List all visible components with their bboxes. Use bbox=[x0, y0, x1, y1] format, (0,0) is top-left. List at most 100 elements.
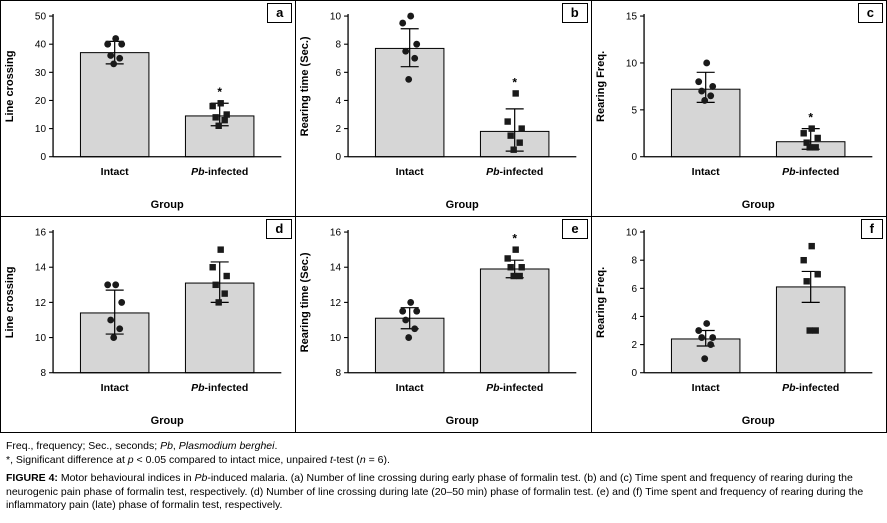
y-axis-title: Line crossing bbox=[4, 51, 16, 123]
y-tick-label: 40 bbox=[35, 40, 47, 51]
data-point-circle bbox=[702, 59, 710, 67]
chart-e: Intact * Pb-infected 8 10 12 14 16 Group Rearing … bbox=[296, 217, 590, 432]
data-point-square bbox=[808, 125, 815, 132]
y-tick-label: 16 bbox=[35, 228, 47, 239]
data-point-circle bbox=[706, 341, 714, 349]
chart-c: Intact * Pb-infected 0 5 10 15 Group Rearing Fre… bbox=[592, 1, 886, 216]
panel-a: Intact * Pb-infected 0 10 20 30 40 50 Group Line c… bbox=[1, 1, 297, 217]
chart-svg-e: Intact * Pb-infected 8 10 12 14 16 Group Rearing … bbox=[299, 228, 577, 427]
data-point-square bbox=[209, 102, 216, 110]
data-point-square bbox=[812, 327, 819, 334]
x-axis-title: Group bbox=[741, 199, 774, 211]
chart-a: Intact * Pb-infected 0 10 20 30 40 50 Group Line c… bbox=[1, 1, 295, 216]
x-category-label: Pb-infected bbox=[486, 382, 543, 394]
data-point-square bbox=[212, 114, 219, 121]
data-point-circle bbox=[411, 325, 419, 333]
data-point-circle bbox=[110, 60, 118, 68]
data-point-square bbox=[215, 299, 222, 306]
y-tick-label: 8 bbox=[336, 40, 342, 51]
data-point-circle bbox=[112, 35, 120, 42]
chart-f: Intact Pb-infected 0 2 4 6 8 10 Group Rearing Fre… bbox=[592, 217, 886, 432]
data-point-circle bbox=[700, 97, 708, 104]
x-axis-title: Group bbox=[151, 199, 184, 211]
y-tick-label: 50 bbox=[35, 12, 47, 23]
y-tick-label: 6 bbox=[336, 68, 342, 79]
y-tick-label: 4 bbox=[336, 96, 342, 107]
data-point-circle bbox=[399, 307, 407, 315]
y-tick-label: 4 bbox=[631, 312, 637, 323]
panel-d: Intact Pb-infected 8 10 12 14 16 Group Line cros… bbox=[1, 217, 297, 433]
data-point-square bbox=[518, 264, 526, 271]
data-point-circle bbox=[405, 75, 413, 83]
data-point-square bbox=[806, 144, 813, 151]
y-axis-title: Rearing time (Sec.) bbox=[299, 36, 311, 136]
panel-label-a: a bbox=[267, 3, 293, 23]
data-point-square bbox=[510, 146, 518, 153]
chart-svg-a: Intact * Pb-infected 0 10 20 30 40 50 Group Line c… bbox=[4, 12, 282, 211]
significance-asterisk: * bbox=[217, 85, 222, 99]
panel-label-d: d bbox=[266, 219, 293, 239]
data-point-square bbox=[221, 290, 228, 297]
x-axis-title: Group bbox=[151, 415, 184, 427]
footnote-significance: *, Significant difference at p < 0.05 co… bbox=[6, 453, 390, 466]
data-point-square bbox=[800, 256, 807, 264]
data-point-square bbox=[212, 281, 219, 289]
figure-caption: FIGURE 4: Motor behavioural indices in P… bbox=[6, 472, 879, 514]
data-point-circle bbox=[413, 40, 421, 48]
panel-label-f: f bbox=[860, 219, 883, 239]
bar-Pb-infected bbox=[480, 268, 550, 374]
chart-d: Intact Pb-infected 8 10 12 14 16 Group Line cros… bbox=[1, 217, 295, 432]
y-tick-label: 8 bbox=[631, 256, 637, 267]
bar-Intact bbox=[79, 52, 150, 158]
data-point-square bbox=[507, 132, 515, 139]
footnote-abbreviations: Freq., frequency; Sec., seconds; Pb, Pla… bbox=[6, 440, 278, 452]
data-point-square bbox=[800, 130, 807, 137]
data-point-square bbox=[512, 246, 520, 253]
data-point-circle bbox=[104, 281, 112, 289]
significance-asterisk: * bbox=[513, 232, 518, 246]
data-point-circle bbox=[697, 334, 705, 341]
y-tick-label: 5 bbox=[631, 105, 637, 116]
data-point-circle bbox=[700, 355, 708, 363]
y-tick-label: 16 bbox=[330, 228, 342, 239]
x-category-label: Pb-infected bbox=[486, 166, 543, 178]
y-tick-label: 12 bbox=[330, 298, 342, 309]
x-category-label: Intact bbox=[396, 382, 424, 394]
y-tick-label: 10 bbox=[330, 12, 342, 23]
data-point-circle bbox=[407, 12, 415, 20]
chart-svg-d: Intact Pb-infected 8 10 12 14 16 Group Line cros… bbox=[4, 228, 282, 427]
data-point-square bbox=[814, 134, 821, 142]
y-tick-label: 0 bbox=[631, 152, 637, 163]
data-point-square bbox=[814, 271, 821, 278]
figure-caption-label: FIGURE 4: bbox=[6, 471, 58, 484]
data-point-square bbox=[209, 264, 216, 271]
data-point-circle bbox=[110, 334, 118, 341]
y-tick-label: 8 bbox=[336, 368, 342, 379]
x-category-label: Intact bbox=[691, 166, 719, 178]
data-point-circle bbox=[399, 19, 407, 27]
x-axis-title: Group bbox=[741, 415, 774, 427]
y-tick-label: 20 bbox=[35, 96, 47, 107]
panel-f: Intact Pb-infected 0 2 4 6 8 10 Group Rearing Fre… bbox=[591, 217, 887, 433]
data-point-circle bbox=[702, 320, 710, 327]
y-tick-label: 10 bbox=[330, 333, 342, 344]
x-category-label: Intact bbox=[101, 382, 129, 394]
data-point-square bbox=[215, 122, 222, 129]
data-point-circle bbox=[402, 316, 410, 324]
data-point-circle bbox=[694, 78, 702, 86]
x-category-label: Intact bbox=[691, 382, 719, 394]
y-tick-label: 15 bbox=[626, 12, 638, 23]
x-axis-title: Group bbox=[446, 199, 479, 211]
data-point-circle bbox=[116, 54, 124, 62]
panel-e: Intact * Pb-infected 8 10 12 14 16 Group Rearing … bbox=[296, 217, 592, 433]
y-tick-label: 6 bbox=[631, 284, 637, 295]
data-point-square bbox=[221, 116, 228, 124]
y-tick-label: 0 bbox=[631, 368, 637, 379]
y-tick-label: 30 bbox=[35, 68, 47, 79]
y-axis-title: Rearing Freq. bbox=[595, 51, 607, 122]
data-point-circle bbox=[104, 40, 112, 48]
y-tick-label: 14 bbox=[330, 263, 342, 274]
chart-svg-b: Intact * Pb-infected 0 2 4 6 8 10 Group Rearing ti… bbox=[299, 12, 577, 211]
panel-label-e: e bbox=[562, 219, 588, 239]
data-point-circle bbox=[402, 47, 410, 55]
